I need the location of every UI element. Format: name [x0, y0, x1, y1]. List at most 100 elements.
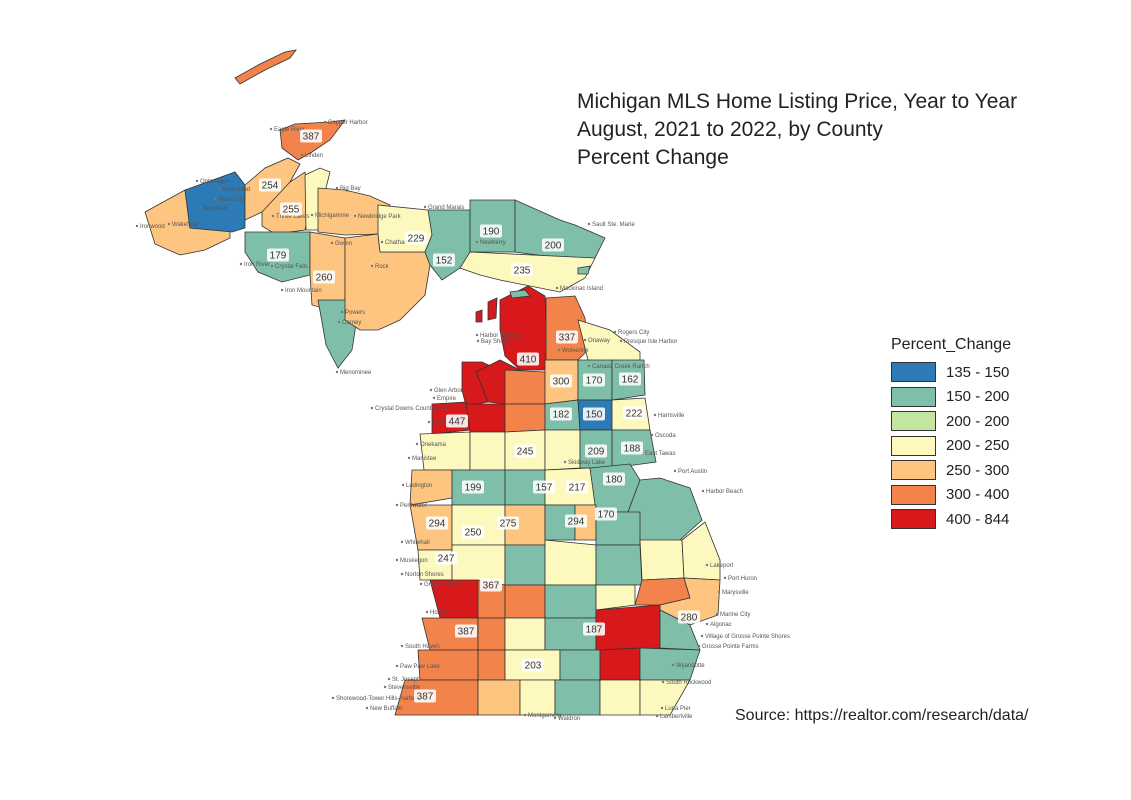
island-shape — [475, 309, 483, 323]
county-label-bg — [435, 551, 457, 565]
legend-swatch — [891, 386, 936, 407]
county-shape — [184, 171, 246, 233]
county-label-bg — [583, 622, 605, 636]
place-dot — [705, 622, 709, 626]
place-label: Holland — [430, 610, 450, 616]
legend-label: 250 - 300 — [946, 461, 1010, 479]
place-label: Onekama — [420, 442, 447, 448]
county-label-bg — [300, 129, 322, 143]
county-label-text: 180 — [606, 475, 623, 486]
county-value-label: 200 — [542, 238, 564, 252]
county-label-bg — [556, 330, 578, 344]
place-label: Ironwood — [140, 224, 165, 230]
title-line-1: Michigan MLS Home Listing Price, Year to… — [577, 90, 1018, 113]
county-label-text: 387 — [303, 132, 320, 143]
place-label: Wyandotte — [676, 663, 705, 669]
island-shape — [487, 297, 498, 321]
place-dot — [271, 214, 275, 218]
legend-label: 135 - 150 — [946, 363, 1010, 381]
county-shape — [544, 539, 597, 586]
place-dot — [653, 413, 657, 417]
county-shape — [599, 679, 641, 716]
place-label: Pentwater — [400, 503, 427, 509]
legend-swatch — [891, 411, 936, 432]
place-label: Lakeport — [710, 563, 734, 569]
county-label-text: 410 — [520, 355, 537, 366]
county-shape — [544, 584, 597, 619]
place-label: Chatham — [385, 240, 409, 246]
place-dot — [370, 264, 374, 268]
legend-swatch — [891, 484, 936, 505]
place-dot — [370, 406, 374, 410]
place-label: Gwinn — [335, 241, 352, 247]
place-label: Village of Grosse Pointe Shores — [705, 634, 790, 640]
place-dot — [280, 288, 284, 292]
place-dot — [715, 612, 719, 616]
county-label-bg — [517, 352, 539, 366]
county-value-label: 294 — [426, 516, 448, 530]
county-label-bg — [426, 516, 448, 530]
place-dot — [705, 563, 709, 567]
county-value-label: 170 — [595, 507, 617, 521]
place-dot — [660, 706, 664, 710]
county-label-bg — [678, 610, 700, 624]
county-label-text: 247 — [438, 554, 455, 565]
county-value-label: 387 — [414, 689, 436, 703]
county-shape — [599, 647, 641, 681]
county-value-label: 152 — [433, 253, 455, 267]
county-value-label: 275 — [497, 516, 519, 530]
county-label-text: 188 — [624, 444, 641, 455]
place-dot — [400, 572, 404, 576]
place-dot — [395, 503, 399, 507]
county-value-label: 245 — [514, 444, 536, 458]
county-value-label: 255 — [280, 202, 302, 216]
county-shape — [595, 584, 636, 611]
county-value-label: 387 — [300, 129, 322, 143]
legend: Percent_Change 135 - 150 150 - 200 200 - 2… — [891, 336, 1011, 532]
legend-swatch — [891, 509, 936, 530]
place-dot — [655, 714, 659, 718]
county-shape — [419, 431, 471, 471]
county-value-label: 250 — [462, 525, 484, 539]
county-value-label: 337 — [556, 330, 578, 344]
place-dot — [475, 240, 479, 244]
county-value-label: 235 — [511, 263, 533, 277]
place-label: Shorewood-Tower Hills-Harbert — [336, 696, 420, 702]
county-label-bg — [583, 373, 605, 387]
county-label-bg — [414, 689, 436, 703]
place-label: Three Lakes — [276, 214, 309, 220]
place-dot — [587, 364, 591, 368]
place-label: Lambertville — [660, 714, 693, 720]
legend-item: 135 - 150 — [891, 360, 1011, 385]
legend-swatch — [891, 460, 936, 481]
county-label-bg — [550, 407, 572, 421]
county-shape — [639, 539, 685, 581]
county-label-bg — [313, 270, 335, 284]
county-value-label: 247 — [435, 551, 457, 565]
place-dot — [475, 333, 479, 337]
place-label: Iron River — [244, 262, 270, 268]
county-label-text: 157 — [536, 483, 553, 494]
county-shape — [504, 403, 546, 433]
county-value-label: 157 — [533, 480, 555, 494]
county-value-label: 190 — [480, 224, 502, 238]
county-label-bg — [405, 231, 427, 245]
county-label-bg — [533, 480, 555, 494]
place-label: Copper Harbor — [328, 120, 368, 126]
place-label: Frankfort — [432, 420, 456, 426]
place-dot — [700, 634, 704, 638]
place-label: Paw Paw Lake — [400, 664, 440, 670]
county-shape — [595, 544, 643, 586]
county-value-label: 187 — [583, 622, 605, 636]
place-dot — [401, 483, 405, 487]
place-dot — [300, 153, 304, 157]
county-value-label: 300 — [550, 374, 572, 388]
island-shape — [577, 265, 591, 275]
place-dot — [697, 644, 701, 648]
place-dot — [553, 716, 557, 720]
title-line-3: Percent Change — [577, 146, 729, 169]
county-label-bg — [511, 263, 533, 277]
county-label-bg — [603, 472, 625, 486]
